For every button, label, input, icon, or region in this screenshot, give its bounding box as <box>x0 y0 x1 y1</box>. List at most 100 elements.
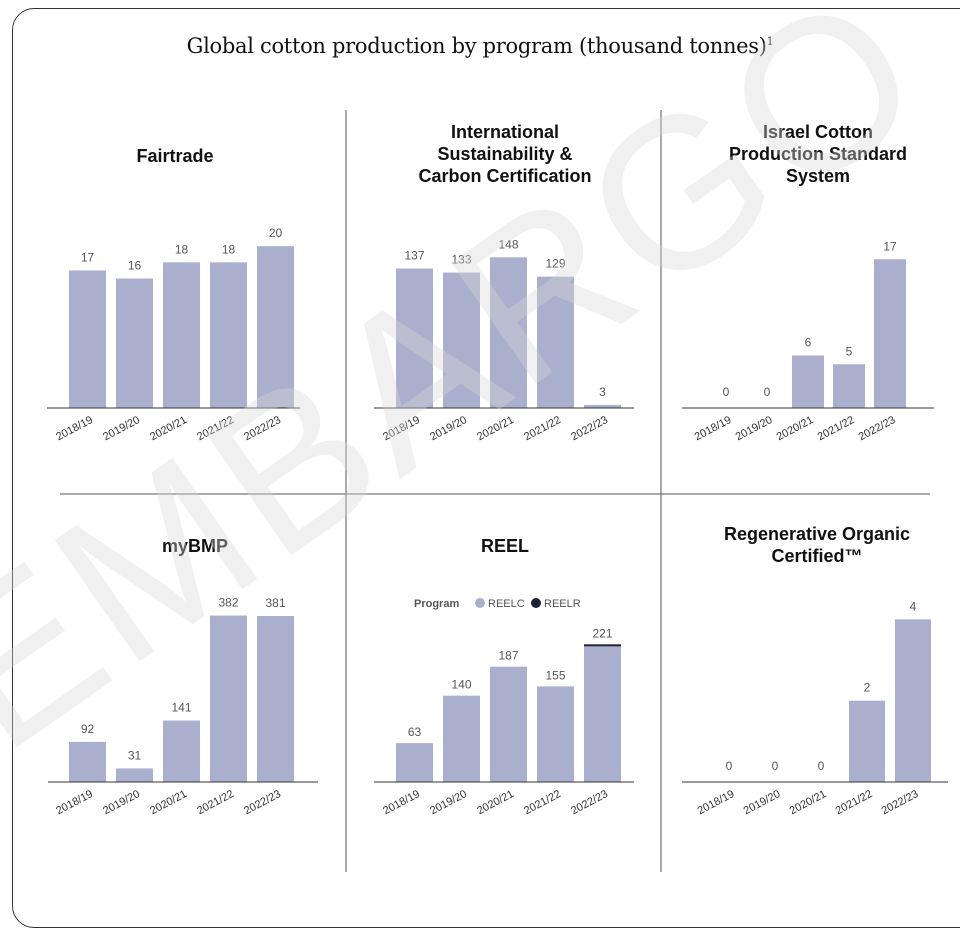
bar-2022/23 <box>257 615 294 782</box>
page-title: Global cotton production by program (tho… <box>0 34 960 58</box>
data-label: 3 <box>599 385 606 399</box>
x-tick-label: 2018/19 <box>381 788 422 817</box>
panel-title-line: Carbon Certification <box>418 166 591 186</box>
data-label: 18 <box>222 242 236 256</box>
bar-2020/21 <box>792 355 824 408</box>
bar-2019/20 <box>443 272 480 408</box>
data-label: 381 <box>265 596 285 610</box>
x-tick-label: 2019/20 <box>101 414 142 443</box>
panel-title: International Sustainability & Carbon Cert… <box>418 122 591 186</box>
title-footnote-marker: 1 <box>766 35 774 48</box>
panel-title-line: Regenerative Organic <box>724 524 910 544</box>
bar-reelc-2018/19 <box>396 743 433 782</box>
x-tick-label: 2021/22 <box>834 788 875 817</box>
data-label: 20 <box>269 226 283 240</box>
bar-reelr-2022/23 <box>584 644 621 647</box>
data-label: 5 <box>846 344 853 358</box>
panel-title-line: System <box>786 166 850 186</box>
bar-2022/23 <box>874 259 906 408</box>
x-tick-label: 2018/19 <box>54 788 95 817</box>
bar-2018/19 <box>69 741 106 782</box>
bar-2021/22 <box>210 615 247 782</box>
bar-reelc-2021/22 <box>537 686 574 782</box>
x-tick-label: 2020/21 <box>775 414 816 443</box>
x-tick-label: 2021/22 <box>816 414 857 443</box>
x-tick-label: 2019/20 <box>742 788 783 817</box>
data-label: 133 <box>451 253 471 267</box>
panel-title-line: Production Standard <box>729 144 907 164</box>
panel-title: myBMP <box>162 536 228 556</box>
data-label: 2 <box>864 681 871 695</box>
x-tick-label: 2020/21 <box>475 414 516 443</box>
legend-swatch-reelc <box>475 598 485 608</box>
legend-swatch-reelr <box>531 598 541 608</box>
panel-title-line: Sustainability & <box>437 144 572 164</box>
data-label: 141 <box>171 701 191 715</box>
panel-title-line: International <box>451 122 559 142</box>
bar-2022/23 <box>895 619 931 782</box>
charts-grid: Fairtrade172018/19162019/20182020/211820… <box>47 110 948 872</box>
x-tick-label: 2018/19 <box>54 414 95 443</box>
panel-title-line: myBMP <box>162 536 228 556</box>
data-label: 6 <box>805 336 812 350</box>
bar-2021/22 <box>849 700 885 782</box>
legend-label-reelc: REELC <box>488 598 525 610</box>
x-tick-label: 2021/22 <box>522 414 563 443</box>
x-tick-label: 2019/20 <box>734 414 775 443</box>
panel-6: Regenerative Organic Certified™ 0 2018/19 0 2… <box>682 524 948 817</box>
panel-title-line: Fairtrade <box>136 146 213 166</box>
panel-title: Israel Cotton Production Standard System <box>729 122 907 186</box>
panel-title: REEL <box>481 536 529 556</box>
bar-2021/22 <box>537 276 574 408</box>
x-tick-label: 2021/22 <box>522 788 563 817</box>
bar-2020/21 <box>163 720 200 782</box>
data-label: 0 <box>764 385 771 399</box>
data-label: 137 <box>404 249 424 263</box>
panel-title-line: REEL <box>481 536 529 556</box>
data-label: 92 <box>81 722 95 736</box>
panel-3: Israel Cotton Production Standard System 0 2… <box>682 122 934 443</box>
data-label: 0 <box>726 759 733 773</box>
data-label: 187 <box>498 649 518 663</box>
x-tick-label: 2020/21 <box>475 788 516 817</box>
data-label: 18 <box>175 242 189 256</box>
x-tick-label: 2018/19 <box>693 414 734 443</box>
x-tick-label: 2019/20 <box>101 788 142 817</box>
bar-2022/23 <box>584 404 621 408</box>
panel-title-line: Certified™ <box>771 546 862 566</box>
data-label: 16 <box>128 259 142 273</box>
data-label: 0 <box>818 759 825 773</box>
data-label: 31 <box>128 748 142 762</box>
x-tick-label: 2022/23 <box>242 414 283 443</box>
bar-2018/19 <box>69 270 106 408</box>
x-tick-label: 2022/23 <box>569 788 610 817</box>
x-tick-label: 2020/21 <box>148 788 189 817</box>
bar-2020/21 <box>163 262 200 408</box>
x-tick-label: 2022/23 <box>857 414 898 443</box>
panel-title: Regenerative Organic Certified™ <box>724 524 910 566</box>
panel-1: Fairtrade 17 2018/19 16 2019/20 18 2020/21 18 20… <box>47 146 300 443</box>
panels: Fairtrade172018/19162019/20182020/211820… <box>47 122 948 817</box>
bar-2018/19 <box>396 268 433 408</box>
bar-2020/21 <box>490 257 527 408</box>
x-tick-label: 2022/23 <box>880 788 921 817</box>
data-label: 129 <box>545 257 565 271</box>
legend: Program REELC REELR <box>414 598 581 610</box>
data-label: 17 <box>883 239 897 253</box>
x-tick-label: 2019/20 <box>428 788 469 817</box>
bar-reelc-2019/20 <box>443 695 480 782</box>
panel-title: Fairtrade <box>136 146 213 166</box>
data-label: 17 <box>81 250 95 264</box>
x-tick-label: 2018/19 <box>696 788 737 817</box>
bar-2022/23 <box>257 246 294 408</box>
data-label: 4 <box>910 599 917 613</box>
bar-2019/20 <box>116 768 153 782</box>
x-tick-label: 2018/19 <box>381 414 422 443</box>
panel-title-line: Israel Cotton <box>763 122 873 142</box>
data-label: 63 <box>408 725 422 739</box>
legend-label-reelr: REELR <box>544 598 581 610</box>
title-text: Global cotton production by program (tho… <box>186 34 767 58</box>
data-label: 148 <box>498 237 518 251</box>
bar-reelc-2022/23 <box>584 646 621 782</box>
bar-2021/22 <box>833 364 865 408</box>
